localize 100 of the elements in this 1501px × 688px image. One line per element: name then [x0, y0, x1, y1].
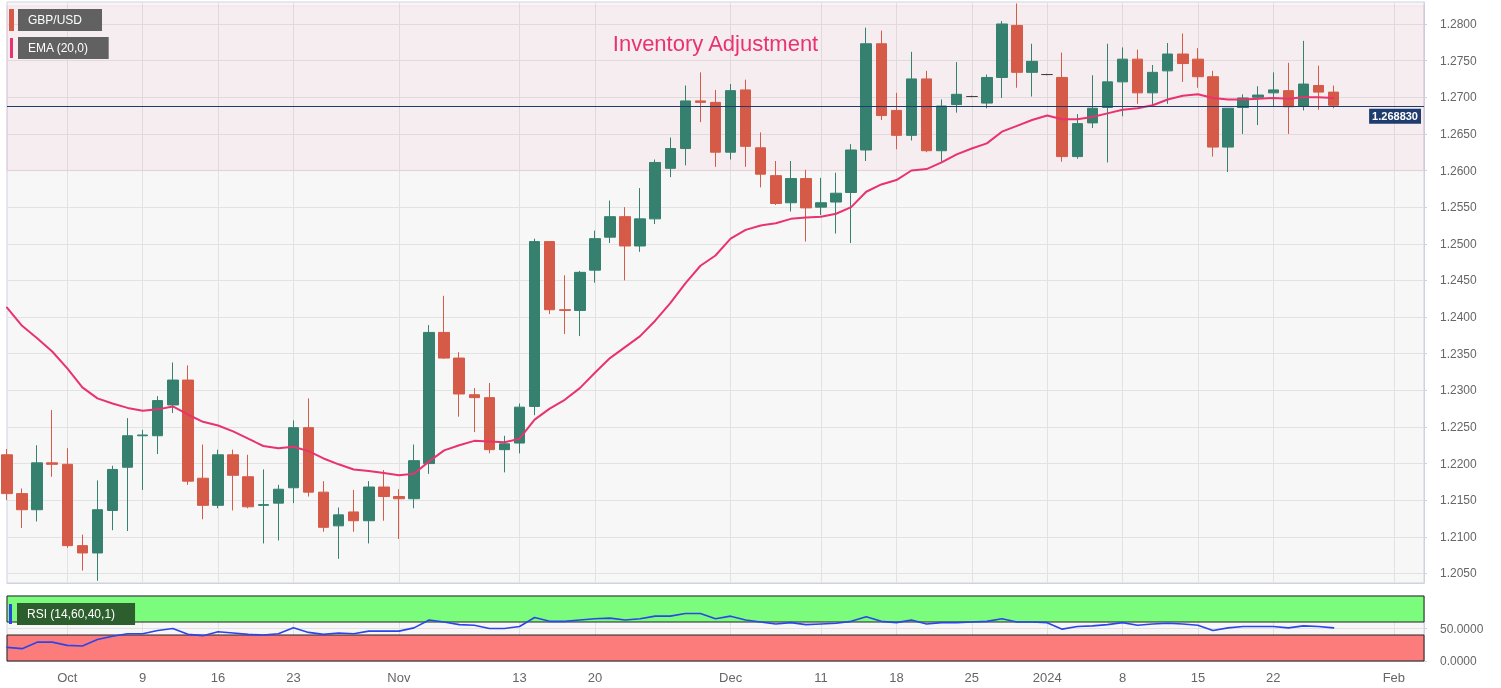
x-tick-label: Feb — [1382, 670, 1406, 685]
line-series — [6, 93, 1335, 477]
x-tick-label: 2024 — [1032, 670, 1062, 685]
x-tick-label: 16 — [210, 670, 226, 685]
candlestick — [1132, 49, 1143, 105]
candlestick — [966, 95, 978, 98]
candlestick — [1192, 47, 1204, 89]
candlestick — [1252, 85, 1264, 126]
candlestick — [484, 382, 495, 454]
candlestick — [1147, 64, 1158, 106]
candlestick — [258, 468, 269, 544]
y-tick-label: 1.2350 — [1440, 346, 1478, 361]
x-tick-label: 13 — [512, 670, 527, 685]
y-tick-label: 1.2600 — [1440, 163, 1478, 178]
y-tick-label: 1.2200 — [1440, 456, 1478, 471]
candlestick — [242, 454, 254, 509]
candlestick — [815, 177, 827, 216]
candlestick — [800, 169, 812, 243]
candlestick — [438, 295, 450, 360]
candlestick — [77, 534, 88, 572]
candlestick — [921, 70, 932, 153]
candlestick — [755, 131, 766, 188]
candlestick — [1207, 70, 1219, 158]
candlestick — [845, 143, 857, 244]
x-tick-label: Nov — [387, 670, 411, 685]
candlestick — [1268, 71, 1279, 108]
candlestick — [348, 489, 359, 533]
candlestick — [1313, 65, 1324, 111]
candlestick — [559, 274, 571, 335]
candlestick — [393, 488, 405, 540]
candlestick — [604, 200, 616, 244]
candlestick — [574, 270, 586, 337]
x-tick-label: 23 — [286, 670, 301, 685]
candlestick — [333, 507, 344, 560]
candlestick — [649, 159, 661, 225]
x-tick-label: Oct — [57, 670, 78, 685]
candlestick — [1177, 33, 1189, 83]
y-tick-label: 1.2100 — [1440, 529, 1478, 544]
candlestick — [318, 480, 329, 533]
ref-line-label: 1.268830 — [1372, 110, 1418, 123]
candlestick — [16, 487, 28, 529]
candlestick — [469, 387, 480, 433]
candlestick — [122, 417, 133, 532]
candlestick — [770, 160, 782, 206]
candlestick — [529, 238, 540, 416]
candlestick — [227, 449, 239, 511]
candlestick — [725, 83, 736, 161]
x-tick-label: 18 — [889, 670, 904, 685]
candlestick — [107, 465, 118, 531]
candlestick — [1328, 85, 1339, 109]
candlestick — [212, 449, 224, 509]
candlestick — [740, 79, 751, 168]
x-tick-label: 15 — [1190, 670, 1206, 685]
candlestick — [1026, 43, 1038, 98]
candlestick — [695, 71, 706, 123]
band-label: Inventory Adjustment — [612, 31, 819, 57]
candlestick — [936, 98, 947, 163]
candlestick — [906, 51, 917, 141]
candlestick — [1162, 42, 1173, 105]
candlestick — [891, 92, 902, 150]
candlestick — [288, 419, 299, 504]
candlestick — [137, 429, 148, 491]
legend-label: EMA (20,0) — [28, 41, 89, 55]
candlestick — [423, 324, 435, 475]
y-tick-label: 1.2450 — [1440, 273, 1478, 288]
candlestick — [619, 206, 631, 281]
candlestick — [378, 469, 390, 522]
candlestick — [785, 160, 797, 213]
x-tick-label: Dec — [719, 670, 743, 685]
y-tick-label: 1.2050 — [1440, 566, 1478, 581]
candlestick — [665, 137, 676, 178]
y-tick-label: 1.2400 — [1440, 310, 1478, 325]
legend-label: RSI (14,60,40,1) — [27, 607, 116, 621]
candlestick — [634, 187, 646, 253]
candlestick — [544, 241, 555, 315]
candlestick — [273, 484, 284, 542]
y-tick-label: 50.0000 — [1440, 621, 1484, 636]
candlestick — [1011, 2, 1023, 89]
y-tick-label: 1.2650 — [1440, 126, 1478, 141]
candlestick — [62, 447, 73, 549]
candlestick — [860, 27, 872, 162]
x-tick-label: 9 — [139, 670, 147, 685]
candlestick — [1298, 40, 1309, 111]
y-tick-label: 1.2700 — [1440, 90, 1478, 105]
candlestick — [951, 61, 962, 114]
candlestick — [680, 85, 691, 166]
x-tick-label: 11 — [814, 670, 828, 685]
candlestick — [303, 397, 314, 498]
candlestick — [1056, 52, 1068, 163]
candlestick — [589, 230, 601, 284]
candlestick — [92, 479, 103, 582]
candlestick — [453, 351, 465, 418]
y-tick-label: 1.2750 — [1440, 53, 1478, 68]
x-tick-label: 20 — [587, 670, 603, 685]
x-tick-label: 22 — [1266, 670, 1281, 685]
y-tick-label: 1.2800 — [1440, 16, 1478, 31]
candlestick — [197, 444, 209, 520]
candlestick — [710, 89, 721, 168]
y-tick-label: 0.0000 — [1440, 654, 1478, 668]
candlestick — [1102, 43, 1113, 163]
